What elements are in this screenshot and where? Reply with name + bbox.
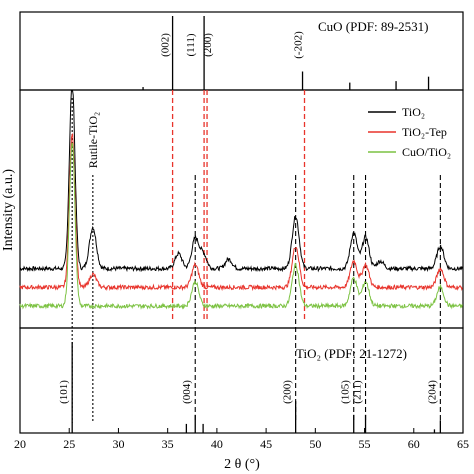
x-tick-label: 65: [457, 437, 469, 451]
sample-curves: [19, 90, 463, 310]
x-tick-label: 30: [112, 437, 124, 451]
x-axis-label: 2 θ (°): [224, 457, 260, 472]
tio2-panel-frame: [19, 327, 464, 434]
x-tick-label: 60: [408, 437, 420, 451]
x-tick-label: 40: [211, 437, 223, 451]
x-tick-label: 20: [14, 437, 26, 451]
x-tick-label: 45: [260, 437, 272, 451]
tio2-reference-title: TiO₂ (PDF: 21-1272): [296, 346, 407, 361]
tio2-peak-label: (101): [58, 380, 70, 404]
cuo-peak-label: (200): [202, 33, 214, 57]
legend: TiO₂ TiO₂-Tep CuO/TiO₂: [368, 105, 451, 159]
cuo-reference-title: CuO (PDF: 89-2531): [318, 19, 429, 34]
cuo-peak-label: (111): [185, 33, 197, 56]
x-tick-label: 55: [359, 437, 371, 451]
x-tick-label: 50: [309, 437, 321, 451]
legend-label-2: CuO/TiO₂: [402, 145, 451, 159]
legend-label-0: TiO₂: [402, 105, 425, 119]
cuo-peak-label: (-202): [292, 31, 304, 59]
reference-lines: [71, 90, 441, 423]
tio2-peak-label: (105): [340, 380, 352, 404]
peak-labels: (002) (111) (200) (-202) (101) (004) (200) (105…: [58, 31, 438, 404]
x-axis-ticks: 20 25 30 35 40 45 50 55 60 65: [14, 428, 469, 451]
series-curve-2: [19, 142, 463, 310]
panel-frames: [19, 11, 464, 434]
rutile-annotation: Rutile-TiO₂: [86, 112, 100, 168]
series-curve-0: [19, 90, 463, 273]
reference-sticks: [71, 16, 442, 433]
legend-label-1: TiO₂-Tep: [402, 125, 447, 139]
cuo-peak-label: (002): [160, 33, 172, 57]
tio2-peak-label: (211): [352, 380, 364, 404]
y-axis-label: Intensity (a.u.): [1, 169, 16, 251]
x-tick-label: 25: [63, 437, 75, 451]
tio2-peak-label: (200): [282, 380, 294, 404]
tio2-peak-label: (204): [426, 380, 438, 404]
tio2-peak-label: (004): [181, 380, 193, 404]
series-curve-1: [19, 133, 463, 292]
x-tick-label: 35: [162, 437, 174, 451]
